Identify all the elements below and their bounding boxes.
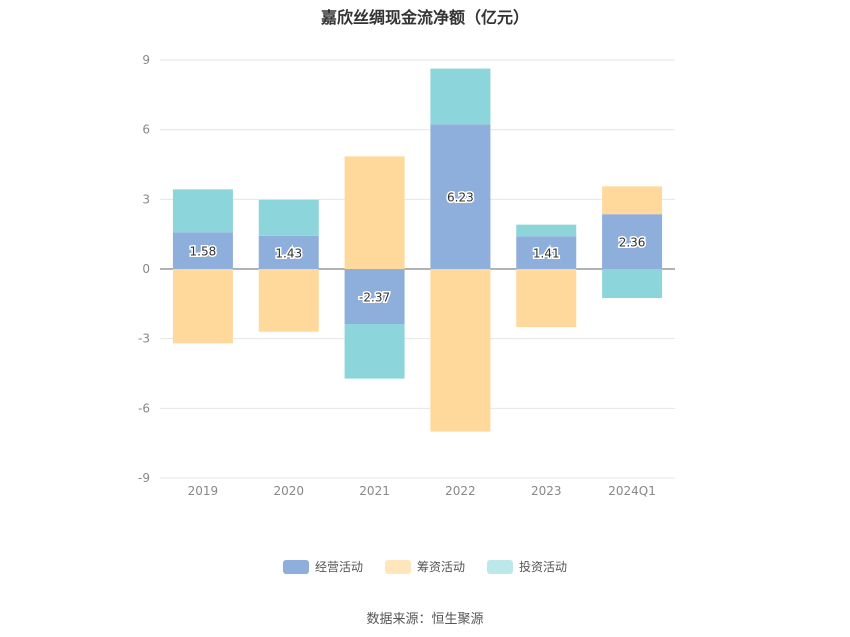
bar-segment — [258, 235, 319, 269]
chart-title: 嘉欣丝绸现金流净额（亿元） — [320, 8, 529, 27]
y-tick-label: -9 — [138, 471, 150, 485]
legend-item-operating[interactable]: 经营活动 — [282, 558, 363, 575]
bar-segment — [602, 186, 663, 215]
y-tick-label: 9 — [142, 53, 150, 67]
y-tick-label: 6 — [142, 123, 150, 137]
bar-segment — [430, 269, 491, 432]
legend-swatch-financing — [384, 559, 411, 574]
x-tick-label: 2023 — [531, 484, 562, 498]
bar-segment — [258, 269, 319, 332]
legend-item-investing[interactable]: 投资活动 — [487, 558, 567, 575]
bar-segment — [516, 236, 577, 269]
legend-swatch-investing — [487, 559, 513, 574]
data-source: 数据来源：恒生聚源 — [366, 612, 484, 627]
legend: 经营活动 筹资活动 投资活动 — [0, 558, 850, 575]
data-label: 1.43 — [275, 246, 302, 260]
legend-item-financing[interactable]: 筹资活动 — [384, 558, 465, 575]
bar-segment — [430, 68, 491, 125]
legend-label-operating: 经营活动 — [314, 560, 363, 574]
bar-segment — [344, 324, 405, 379]
y-tick-label: 0 — [142, 262, 150, 276]
y-tick-label: -3 — [138, 332, 150, 346]
legend-label-financing: 筹资活动 — [416, 560, 465, 574]
x-tick-label: 2021 — [359, 484, 390, 498]
bar-segment — [602, 214, 663, 269]
bar-segment — [172, 269, 233, 344]
data-label: -2.37 — [359, 291, 390, 305]
legend-swatch-operating — [282, 559, 309, 574]
bar-segment — [172, 189, 233, 233]
data-label: 2.36 — [619, 236, 646, 250]
data-label: 1.58 — [190, 245, 217, 259]
bar-segment — [258, 199, 319, 236]
y-tick-label: 3 — [142, 192, 150, 206]
bar-segment — [172, 232, 233, 269]
data-label: 1.41 — [533, 247, 560, 261]
x-tick-label: 2024Q1 — [608, 484, 656, 498]
legend-label-investing: 投资活动 — [519, 560, 568, 574]
bar-segment — [344, 269, 405, 325]
bar-segment — [516, 269, 577, 328]
x-tick-label: 2020 — [273, 484, 304, 498]
bar-segment — [344, 156, 405, 269]
bar-segment — [516, 224, 577, 237]
bar-segment — [430, 124, 491, 269]
data-label: 6.23 — [447, 191, 474, 205]
x-tick-label: 2019 — [188, 484, 219, 498]
y-tick-label: -6 — [138, 401, 150, 415]
x-tick-label: 2022 — [445, 484, 476, 498]
bar-segment — [602, 269, 663, 299]
